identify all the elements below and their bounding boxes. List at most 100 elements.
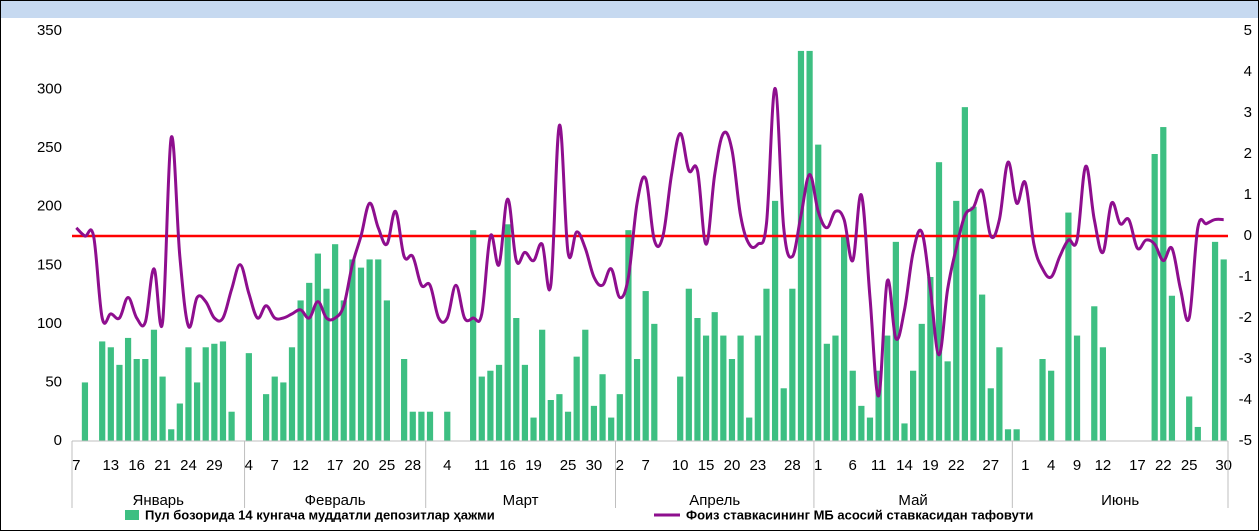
bar [866,417,874,441]
x-tick-label: 15 [698,457,715,474]
x-tick-label: 4 [443,457,451,474]
x-tick-label: 2 [616,457,624,474]
bar [1220,259,1227,441]
x-tick-label: 22 [1155,457,1172,474]
bar [780,388,787,441]
bar [81,382,89,441]
x-tick-label: 11 [474,457,490,474]
bar [366,259,373,441]
bar [133,359,140,441]
bar [910,370,917,441]
bar [314,253,321,441]
bar [694,318,701,441]
bar [711,312,718,441]
y2-tick-label: -1 [1239,268,1252,285]
bar [1194,426,1201,441]
bar [409,411,416,441]
bar [961,107,968,442]
x-tick-label: 25 [560,457,577,474]
bar [720,335,727,441]
x-tick-label: 12 [1095,457,1112,474]
legend-label: Пул бозорида 14 кунгача муддатли депозит… [145,507,495,522]
bar [746,417,753,441]
bar [884,335,891,441]
x-tick-label: 1 [814,457,822,474]
x-tick-label: 13 [102,457,119,474]
bar [737,335,744,441]
bar [918,323,925,441]
bar [185,347,192,441]
x-tick-label: 30 [586,457,603,474]
x-tick-label: 22 [948,457,965,474]
line-series [75,86,1224,398]
bar [280,382,287,441]
bar [832,335,839,441]
bar [271,376,278,441]
bar [702,335,710,441]
y-tick-label: 0 [54,432,62,449]
x-tick-label: 17 [327,457,344,474]
bar [849,370,856,441]
bar [470,230,477,441]
x-tick-label: 28 [784,457,801,474]
bar [176,403,183,441]
bar [99,341,106,441]
bar [262,394,270,441]
x-tick-label: 10 [672,457,689,474]
bar [651,323,658,441]
bar [1099,347,1107,441]
bar [332,244,339,441]
bar [590,405,598,441]
bar [513,318,520,441]
y-tick-label: 100 [37,315,62,332]
bar [823,343,830,441]
bar [478,376,485,441]
x-tick-label: 11 [871,457,887,474]
y2-tick-label: 1 [1244,186,1252,203]
bar [789,288,796,441]
month-label: Март [503,492,539,509]
y2-tick-label: -3 [1239,350,1252,367]
bar [124,337,132,441]
x-tick-label: 4 [1047,457,1055,474]
header-strip [1,1,1258,18]
x-tick-label: 16 [499,457,516,474]
bar [383,300,390,441]
month-label: Январь [133,492,185,509]
bar [504,224,511,441]
x-tick-label: 1 [1021,457,1029,474]
bar [418,411,425,441]
y2-tick-label: -4 [1239,391,1252,408]
bar [401,359,408,441]
bar [211,343,218,441]
bar [1065,212,1072,441]
bar [444,411,451,441]
x-tick-label: 27 [982,457,999,474]
y2-tick-label: 5 [1244,22,1252,39]
bar [357,267,365,441]
bar [608,417,615,441]
x-tick-label: 7 [642,457,650,474]
x-tick-label: 29 [206,457,223,474]
x-tick-label: 19 [922,457,939,474]
bar [202,347,209,441]
y-tick-label: 350 [37,22,62,39]
x-tick-label: 14 [896,457,913,474]
bar [1211,241,1219,441]
bar [1091,306,1098,441]
bar [625,230,632,441]
x-tick-label: 21 [154,457,171,474]
bar [927,277,934,441]
bar [547,400,554,441]
bar [349,259,356,441]
bar [875,370,882,441]
x-tick-label: 7 [72,457,80,474]
bar [633,359,641,441]
bar [953,200,960,441]
bar [245,353,252,441]
bar [116,364,123,441]
bar [142,359,149,441]
month-label: Июнь [1101,492,1139,509]
bar [487,370,494,441]
